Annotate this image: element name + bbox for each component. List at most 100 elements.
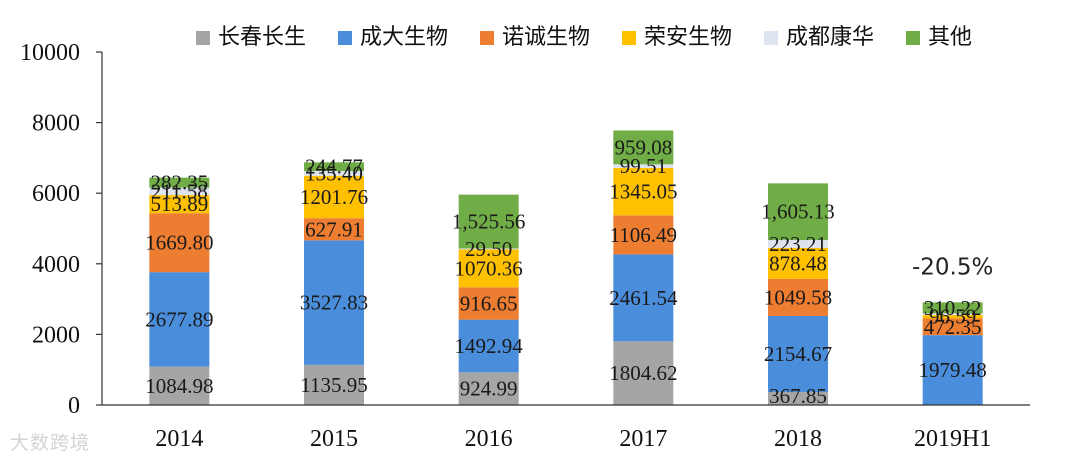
- data-label: 1135.95: [300, 373, 367, 397]
- x-tick-label: 2016: [465, 426, 513, 452]
- x-tick-label: 2018: [774, 426, 822, 452]
- bar-segment: [922, 318, 983, 336]
- legend-swatch: [764, 31, 778, 45]
- data-label: 1804.62: [609, 361, 677, 385]
- data-label: 310.22: [924, 296, 982, 320]
- data-label: 282.35: [150, 171, 208, 195]
- bar-segment: [458, 287, 519, 320]
- bar-segment: [768, 392, 828, 405]
- y-axis: 0 2000 4000 6000 8000 10000: [20, 40, 103, 419]
- data-label: 627.91: [305, 217, 363, 241]
- bar-segment: [149, 272, 210, 367]
- bar-segment: [458, 248, 519, 250]
- data-label: 135.40: [305, 161, 363, 185]
- legend-swatch: [622, 31, 636, 45]
- legend-swatch: [906, 31, 920, 45]
- bar-segment: [304, 171, 364, 176]
- bar-segment: [768, 315, 828, 393]
- data-label: 244.77: [305, 155, 363, 179]
- data-label: 1979.48: [919, 358, 987, 382]
- x-tick-label: 2015: [310, 426, 358, 452]
- bar-segment: [922, 302, 983, 314]
- bar-segment: [458, 194, 519, 249]
- bar-segment: [149, 366, 210, 405]
- bar-segment: [922, 315, 983, 319]
- data-label: 1201.76: [300, 185, 368, 209]
- bar-segment: [613, 164, 674, 168]
- bar-segment: [304, 364, 364, 405]
- bar-segment: [613, 167, 674, 216]
- data-label: 367.85: [769, 384, 827, 408]
- data-label: 1106.49: [610, 223, 677, 247]
- bar-segment: [613, 130, 674, 165]
- x-tick-label: 2019H1: [914, 426, 991, 452]
- legend-swatch: [480, 31, 494, 45]
- data-label: 959.08: [614, 135, 672, 159]
- x-tick-label: 2014: [155, 426, 203, 452]
- bar-segment: [304, 240, 364, 365]
- y-tick-label: 2000: [32, 322, 80, 348]
- y-tick-label: 8000: [32, 111, 80, 137]
- bars: [149, 130, 983, 405]
- y-tick-label: 6000: [32, 181, 80, 207]
- legend-swatch: [338, 31, 352, 45]
- bar-segment: [304, 218, 364, 241]
- x-axis: 2014 2015 2016 2017 2018 2019H1: [102, 404, 1030, 452]
- bar-segment: [149, 213, 210, 273]
- data-label: 472.35: [924, 315, 982, 339]
- legend-label: 其他: [928, 25, 972, 50]
- legend-label: 长春长生: [218, 25, 306, 50]
- data-label: 1669.80: [145, 231, 213, 255]
- growth-annotation: -20.5%: [912, 254, 993, 280]
- y-tick-label: 0: [68, 393, 80, 419]
- data-label: 99.51: [620, 154, 667, 178]
- bar-segment: [149, 177, 210, 188]
- bar-segment: [458, 319, 519, 373]
- bar-segment: [458, 249, 519, 288]
- data-label: 513.89: [150, 192, 208, 216]
- bar-segment: [768, 247, 828, 279]
- data-label: 924.99: [460, 377, 518, 401]
- data-label: 916.65: [460, 291, 518, 315]
- annotations: -20.5%: [912, 254, 993, 280]
- watermark: 大数跨境: [10, 432, 91, 454]
- bar-segment: [304, 162, 364, 172]
- data-label: 878.48: [769, 251, 827, 275]
- x-tick-label: 2017: [619, 426, 667, 452]
- data-label: 1492.94: [455, 334, 524, 358]
- legend-label: 荣安生物: [644, 25, 732, 50]
- legend-label: 诺诚生物: [502, 25, 590, 50]
- bar-segment: [613, 341, 674, 405]
- data-label: 1,525.56: [452, 210, 526, 234]
- y-tick-label: 10000: [20, 40, 80, 66]
- data-label: 1049.58: [764, 285, 832, 309]
- data-label: 211.58: [151, 179, 208, 203]
- legend: 长春长生 成大生物 诺诚生物 荣安生物 成都康华 其他: [196, 25, 972, 50]
- data-label: 29.50: [465, 237, 512, 261]
- bar-segment: [922, 335, 983, 405]
- legend-swatch: [196, 31, 210, 45]
- data-label: 223.21: [769, 232, 827, 256]
- y-tick-label: 4000: [32, 252, 80, 278]
- bar-segment: [613, 215, 674, 255]
- bar-segment: [613, 254, 674, 342]
- data-label: 2154.67: [764, 342, 832, 366]
- bar-segment: [304, 175, 364, 219]
- bar-segment: [768, 240, 828, 248]
- bar-segment: [458, 372, 519, 405]
- data-label: 1,605.13: [761, 200, 835, 224]
- data-label: 1084.98: [145, 374, 213, 398]
- bar-segment: [149, 195, 210, 214]
- bar-segment: [922, 313, 983, 316]
- legend-label: 成大生物: [360, 25, 448, 50]
- data-label: 3527.83: [300, 291, 368, 315]
- bar-segment: [768, 183, 828, 241]
- bar-segment: [149, 187, 210, 196]
- data-label: 1345.05: [609, 180, 677, 204]
- data-label: 2677.89: [145, 307, 213, 331]
- data-label: 2461.54: [609, 286, 678, 310]
- bar-segment: [768, 278, 828, 316]
- data-label: 1070.36: [455, 256, 523, 280]
- data-label: 96.59: [929, 305, 976, 329]
